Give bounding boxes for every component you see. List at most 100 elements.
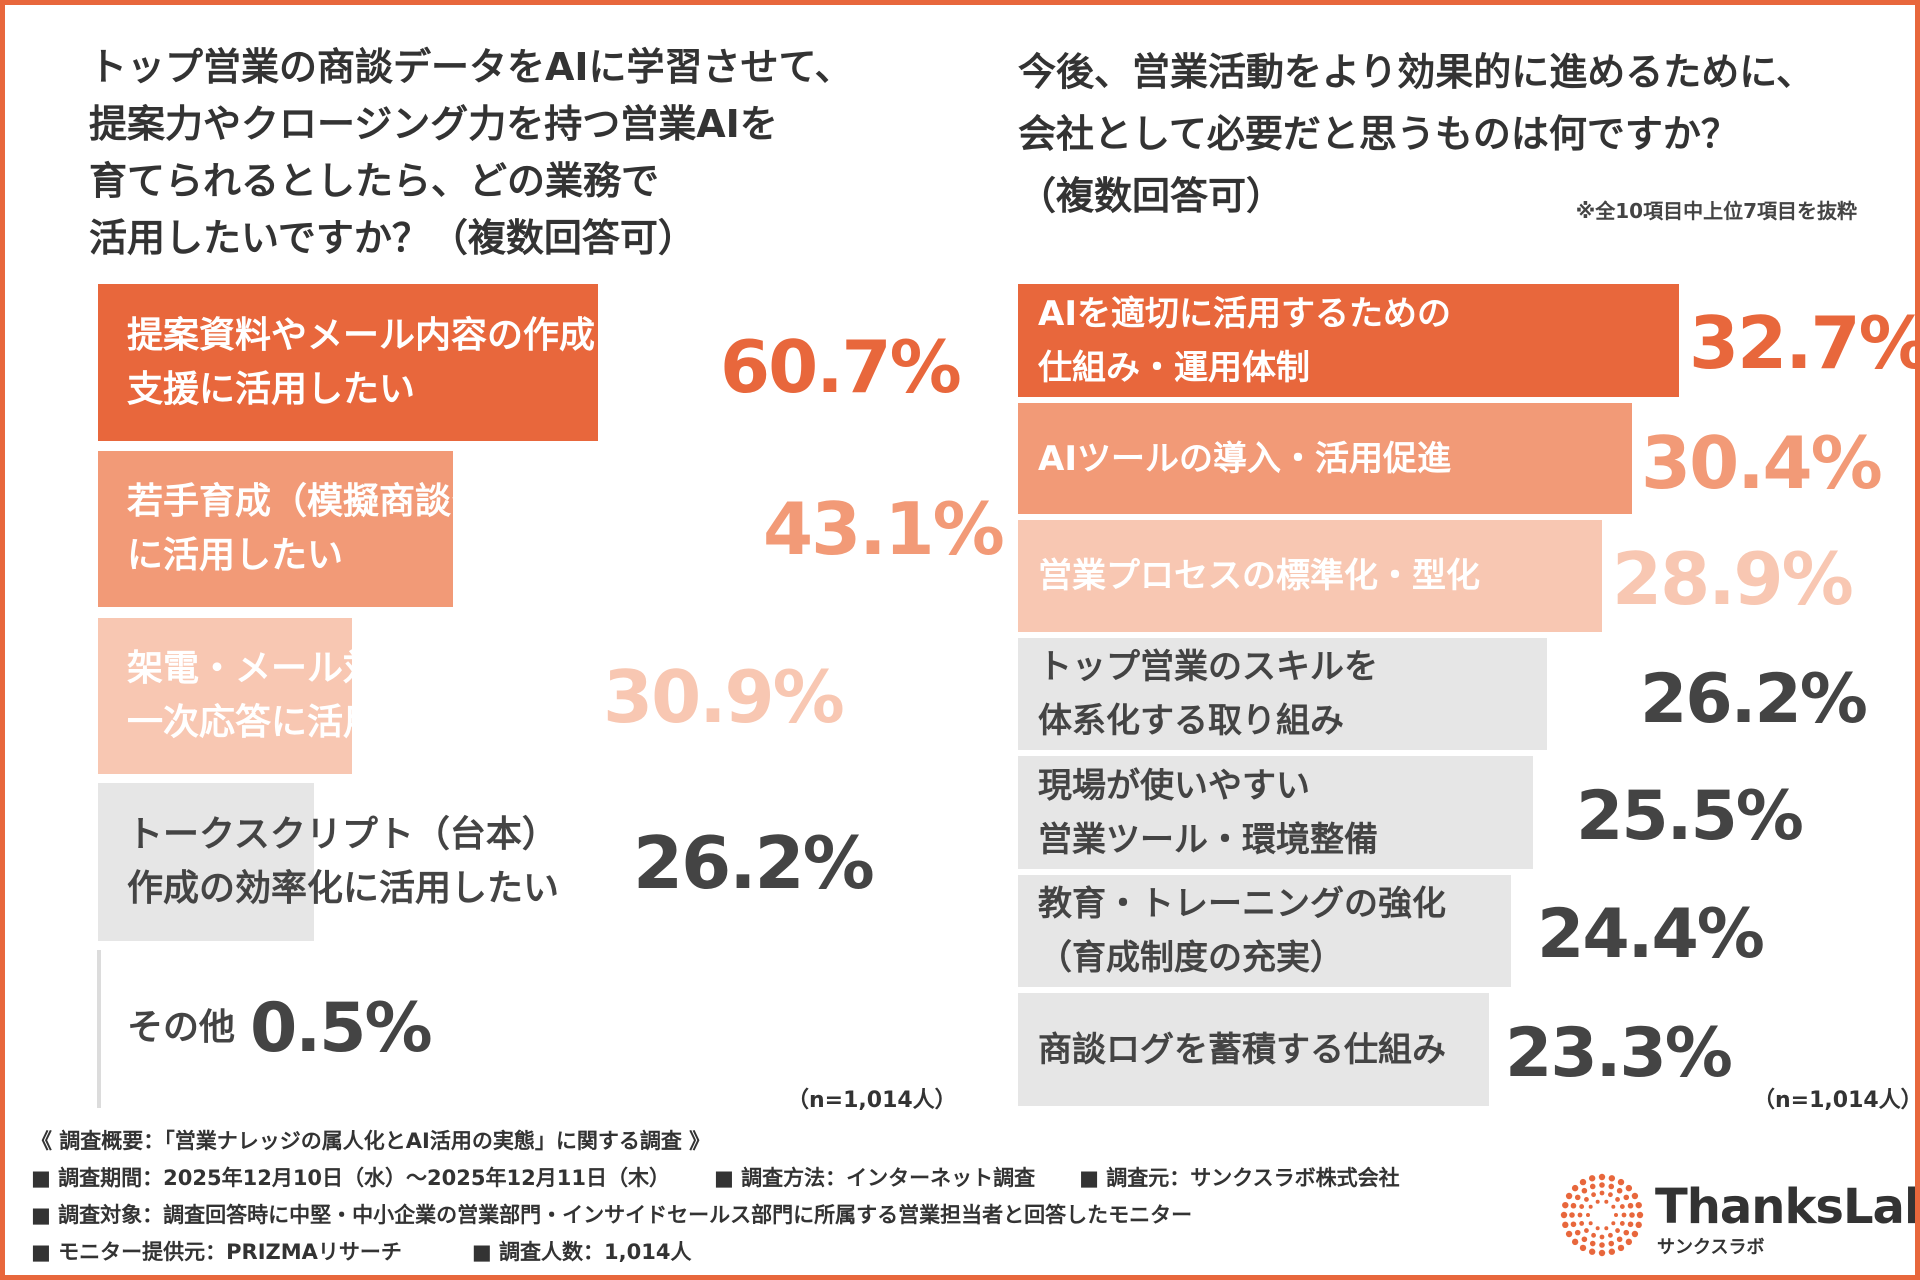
left-chart-title: トップ営業の商談データをAIに学習させて、 提案力やクロージング力を持つ営業AI… <box>89 39 853 267</box>
footer-provider: ■ モニター提供元：PRIZMAリサーチ <box>31 1240 402 1264</box>
logo-dot <box>1608 1175 1616 1182</box>
logo-dot <box>1629 1212 1635 1218</box>
right-bar-label-line: AIツールの導入・活用促進 <box>1038 438 1451 479</box>
right-bar-label-line: 営業ツール・環境整備 <box>1038 819 1378 860</box>
logo-dot <box>1614 1213 1618 1217</box>
logo-dot <box>1571 1238 1579 1246</box>
right-bar-label: トップ営業のスキルを 体系化する取り組み <box>1038 640 1378 748</box>
logo-dot <box>1562 1221 1569 1229</box>
logo-dot <box>1604 1226 1609 1231</box>
footer-source: ■ 調査元：サンクスラボ株式会社 <box>1079 1166 1400 1190</box>
logo-dot <box>1570 1221 1577 1228</box>
right-sample-size: （n=1,014人） <box>1753 1088 1920 1113</box>
left-bar-label: トークスクリプト（台本） 作成の効率化に活用したい <box>127 808 559 916</box>
logo-dot <box>1595 1199 1600 1204</box>
right-chart-note: ※全10項目中上位7項目を抜粋 <box>1575 199 1857 223</box>
logo-dot <box>1611 1221 1616 1226</box>
left-bar-label: 若手育成（模擬商談やトーク習得） に活用したい <box>127 475 703 583</box>
left-bar <box>98 284 598 441</box>
logo-dot <box>1562 1201 1569 1209</box>
logo-dot <box>1599 1182 1605 1188</box>
right-bar-label-line: 体系化する取り組み <box>1038 701 1344 741</box>
left-bar <box>98 618 353 774</box>
logo-dot <box>1608 1183 1615 1190</box>
left-bar-label-line: に活用したい <box>127 535 344 576</box>
footer-method: ■ 調査方法：インターネット調査 <box>713 1166 1036 1190</box>
left-bar-label-line: 提案資料やメール内容の作成 <box>127 314 596 356</box>
left-bar-label-line: 一次応答に活用したい <box>127 702 488 743</box>
logo-dot <box>1599 1190 1605 1196</box>
logo-dot <box>1579 1178 1587 1186</box>
logo-dot <box>1617 1178 1625 1186</box>
logo-dot <box>1608 1248 1616 1255</box>
logo-dot <box>1589 1183 1596 1190</box>
logo-dot <box>1625 1238 1633 1246</box>
footer-target: ■ 調査対象：調査回答時に中堅・中小企業の営業部門・インサイドセールス部門に所属… <box>31 1203 1193 1227</box>
left-bar-label: 架電・メール対応などの 一次応答に活用したい <box>127 642 523 750</box>
logo-dot <box>1581 1236 1588 1243</box>
logo-dot <box>1635 1201 1642 1209</box>
logo-dot <box>1608 1240 1615 1247</box>
logo-dot <box>1623 1194 1630 1201</box>
left-bar-label-line: トークスクリプト（台本） <box>127 814 558 855</box>
logo-dot <box>1574 1194 1581 1201</box>
logo-dot <box>1635 1221 1642 1229</box>
left-title-line: 活用したいですか？（複数回答可） <box>89 216 696 260</box>
left-bar-label-line: 若手育成（模擬商談やトーク習得） <box>127 481 704 522</box>
right-bar-label: AIを適切に活用するための 仕組み・運用体制 <box>1038 287 1451 395</box>
left-bar-label: 提案資料やメール内容の作成 支援に活用したい <box>127 309 595 417</box>
logo-dot <box>1598 1249 1606 1257</box>
right-bar-label: 営業プロセスの標準化・型化 <box>1038 549 1480 603</box>
logo-dot <box>1615 1197 1620 1202</box>
right-bar-label: 教育・トレーニングの強化 （育成制度の充実） <box>1038 877 1446 985</box>
left-bar-value: 60.7% <box>720 325 962 409</box>
logo-dot <box>1579 1204 1585 1209</box>
right-bar-label-line: 教育・トレーニングの強化 <box>1038 884 1446 924</box>
logo-dot <box>1579 1244 1587 1252</box>
logo-dot <box>1574 1229 1581 1236</box>
right-bar-label-line: 仕組み・運用体制 <box>1038 347 1310 388</box>
left-title-line: 提案力やクロージング力を持つ営業AIを <box>89 102 778 146</box>
right-bar-value: 23.3% <box>1505 1014 1733 1093</box>
logo-dot <box>1599 1234 1605 1240</box>
right-bar <box>1018 520 1602 632</box>
logo-dot <box>1588 1175 1596 1182</box>
left-bar-value: 0.5% <box>250 989 433 1068</box>
logo-dot <box>1631 1192 1639 1200</box>
logo-dot <box>1584 1228 1589 1233</box>
right-bar-label: 現場が使いやすい 営業ツール・環境整備 <box>1038 759 1378 867</box>
logo-dot <box>1615 1228 1620 1233</box>
footer-row-3: ■ モニター提供元：PRIZMAリサーチ ■ 調査人数：1,014人 <box>31 1234 1400 1271</box>
right-bar-label-line: 営業プロセスの標準化・型化 <box>1038 556 1480 596</box>
logo-dot <box>1611 1204 1616 1209</box>
left-bar-label-line: 支援に活用したい <box>127 368 416 410</box>
logo-dot <box>1608 1192 1613 1198</box>
logo-dot <box>1569 1212 1575 1218</box>
right-bar-value: 30.4% <box>1641 421 1883 505</box>
right-bar <box>1018 284 1679 397</box>
logo-dot <box>1571 1184 1579 1192</box>
right-bar <box>1018 875 1511 987</box>
right-bar-label-line: （育成制度の充実） <box>1038 938 1344 978</box>
logo-dot <box>1577 1212 1583 1218</box>
right-bar-value: 28.9% <box>1612 537 1854 621</box>
brand-subname: サンクスラボ <box>1657 1237 1765 1258</box>
left-bar-value: 30.9% <box>603 655 845 739</box>
survey-footer: 《 調査概要：「営業ナレッジの属人化とAI活用の実態」に関する調査 》 ■ 調査… <box>31 1123 1400 1271</box>
footer-summary: 《 調査概要：「営業ナレッジの属人化とAI活用の実態」に関する調査 》 <box>31 1129 711 1153</box>
logo-dot <box>1604 1199 1609 1204</box>
logo-dot <box>1579 1221 1585 1226</box>
logo-dot <box>1616 1236 1623 1243</box>
thankslab-logo-icon <box>1560 1173 1644 1257</box>
logo-dot <box>1586 1213 1590 1217</box>
logo-dot <box>1570 1202 1577 1209</box>
right-bar-label-line: 商談ログを蓄積する仕組み <box>1038 1029 1446 1070</box>
logo-dot <box>1598 1173 1606 1181</box>
left-title-line: 育てられるとしたら、どの業務で <box>89 159 660 203</box>
right-bar-value: 26.2% <box>1640 660 1868 739</box>
right-chart-title: 今後、営業活動をより効果的に進めるために、 会社として必要だと思うものは何ですか… <box>1018 41 1814 227</box>
logo-dot <box>1625 1184 1633 1192</box>
logo-dot <box>1565 1192 1573 1200</box>
logo-dot <box>1560 1211 1568 1219</box>
right-bar <box>1018 756 1534 869</box>
